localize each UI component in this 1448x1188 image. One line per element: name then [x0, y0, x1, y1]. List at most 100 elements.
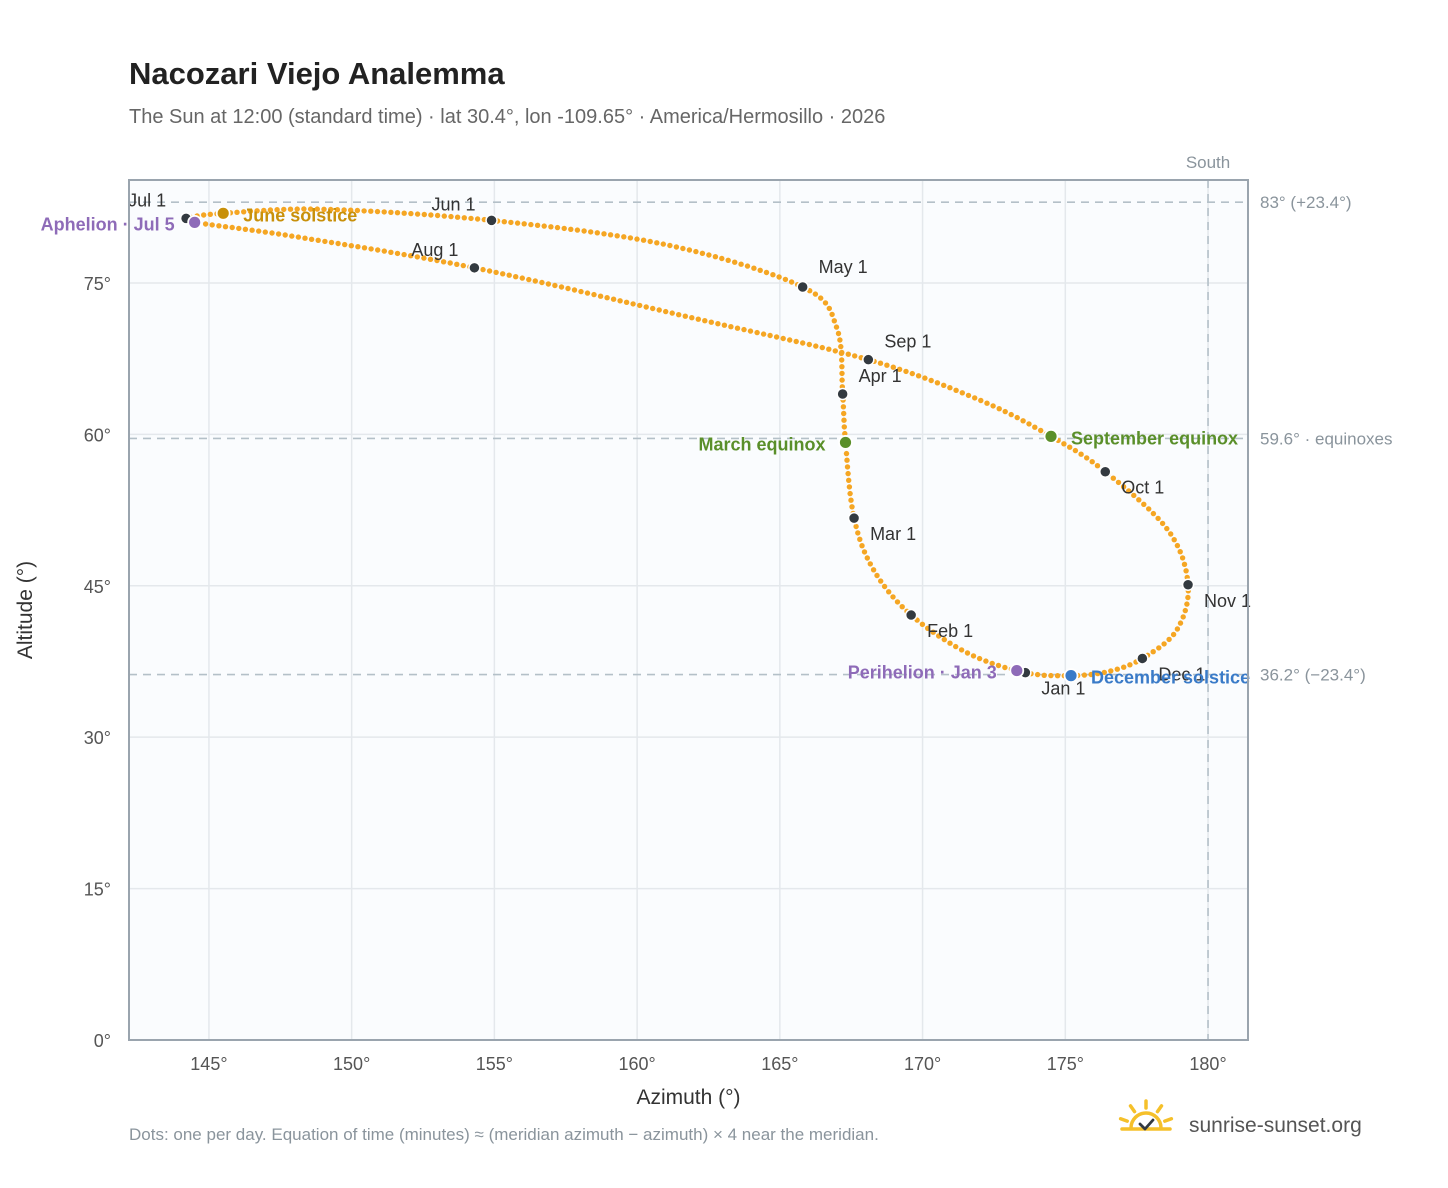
daily-dot	[995, 662, 1002, 669]
plot-area	[129, 180, 1248, 1040]
daily-dot	[1114, 666, 1121, 672]
daily-dot	[757, 267, 763, 273]
daily-dot	[421, 211, 427, 218]
daily-dot	[591, 291, 597, 298]
daily-dot	[1089, 459, 1095, 465]
daily-dot	[643, 304, 649, 310]
daily-dot	[1177, 620, 1184, 626]
sun-ray	[1163, 1117, 1174, 1123]
check-mark	[1138, 1118, 1155, 1131]
daily-dot	[486, 268, 493, 274]
daily-dot	[838, 343, 844, 350]
daily-dot	[1136, 497, 1142, 503]
daily-dot	[650, 305, 656, 312]
event-marker	[1009, 663, 1025, 678]
daily-dot	[903, 368, 909, 375]
daily-dot	[787, 337, 793, 343]
event-label: Aphelion · Jul 5	[41, 214, 175, 234]
month-label: Dec 1	[1158, 664, 1205, 684]
daily-dot	[328, 206, 334, 213]
daily-dot	[1161, 641, 1167, 647]
daily-dot	[846, 477, 852, 483]
daily-dot	[315, 237, 321, 243]
daily-dot	[434, 212, 441, 219]
daily-dot	[621, 234, 627, 240]
daily-dot	[734, 325, 741, 331]
x-axis-label: Azimuth (°)	[636, 1086, 740, 1109]
daily-dot	[335, 240, 341, 247]
daily-dot	[656, 307, 662, 313]
daily-dot	[1182, 607, 1189, 614]
daily-dot	[990, 403, 996, 409]
month-label: Oct 1	[1121, 478, 1164, 498]
month-marker	[485, 214, 498, 227]
month-label: Feb 1	[927, 621, 973, 641]
daily-dot	[539, 279, 545, 286]
sun-ray	[1118, 1117, 1129, 1123]
daily-dot	[568, 226, 574, 232]
daily-dot	[712, 254, 719, 260]
daily-dot	[294, 206, 300, 212]
daily-dot	[388, 209, 394, 215]
daily-dot	[322, 238, 328, 245]
daily-dot	[236, 225, 242, 232]
daily-dot	[853, 523, 859, 530]
daily-dot	[1127, 662, 1133, 668]
month-label: Aug 1	[411, 240, 458, 260]
daily-dot	[454, 214, 461, 220]
x-tick-label: 145°	[190, 1054, 227, 1074]
daily-dot	[721, 322, 728, 328]
daily-dot	[728, 324, 734, 330]
daily-dot	[1156, 645, 1162, 651]
daily-dot	[526, 276, 532, 283]
event-marker	[838, 435, 853, 450]
daily-dot	[1026, 421, 1032, 427]
daily-dot	[561, 225, 567, 232]
daily-dot	[201, 212, 207, 218]
daily-dot	[699, 250, 706, 256]
daily-dot	[767, 332, 773, 339]
daily-dot	[819, 344, 825, 351]
x-tick-label: 165°	[761, 1054, 798, 1074]
x-tick-label: 170°	[904, 1054, 941, 1074]
daily-dot	[760, 331, 767, 337]
daily-dot	[845, 351, 851, 357]
daily-dot	[447, 260, 453, 266]
daily-dot	[610, 296, 617, 302]
daily-dot	[849, 504, 855, 510]
daily-dot	[1183, 568, 1189, 574]
daily-dot	[970, 653, 977, 659]
daily-dot	[574, 227, 581, 233]
daily-dot	[847, 490, 853, 497]
daily-dot	[256, 228, 262, 234]
daily-dot	[806, 341, 812, 348]
daily-dot	[1120, 484, 1127, 490]
daily-dot	[209, 222, 215, 228]
event-marker	[215, 205, 231, 221]
daily-dot	[640, 237, 647, 243]
daily-dot	[894, 599, 901, 605]
daily-dot	[368, 246, 374, 252]
month-label: Mar 1	[870, 524, 916, 544]
daily-dot	[886, 589, 892, 595]
daily-dot	[617, 298, 623, 304]
daily-dot	[947, 385, 953, 391]
daily-dot	[1141, 501, 1147, 507]
daily-dot	[275, 231, 282, 237]
daily-dot	[947, 640, 953, 646]
daily-dot	[682, 313, 688, 319]
daily-dot	[1170, 631, 1177, 638]
daily-dot	[719, 255, 725, 262]
sun-arc	[1129, 1111, 1163, 1129]
daily-dot	[839, 370, 845, 377]
daily-dot	[754, 329, 760, 336]
daily-dot	[623, 299, 630, 305]
daily-dot	[864, 555, 870, 561]
daily-dot	[813, 343, 819, 349]
daily-dot	[249, 227, 255, 233]
daily-dot	[607, 232, 614, 238]
daily-dot	[776, 274, 782, 280]
daily-dot	[207, 211, 213, 217]
daily-dot	[1181, 561, 1188, 567]
